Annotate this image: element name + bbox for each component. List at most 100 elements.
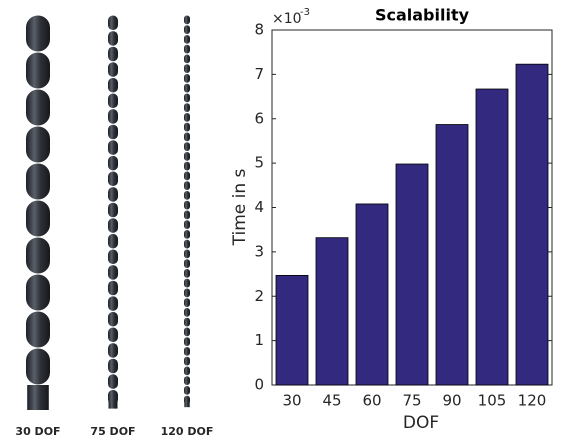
robot-base (27, 385, 49, 410)
robot-link (184, 386, 190, 395)
robot-link (184, 308, 190, 317)
robot-link (108, 109, 118, 124)
y-axis-label: Time in s (230, 168, 250, 246)
robot-link (26, 89, 50, 126)
robot-link (108, 343, 118, 358)
x-tick-label: 75 (402, 392, 421, 410)
x-tick-label: 90 (442, 392, 461, 410)
robot-link (108, 31, 118, 46)
robot-link (108, 311, 118, 327)
robot-link (184, 25, 190, 34)
robot-link (184, 317, 190, 327)
robot-link (184, 161, 190, 171)
robot-link (108, 218, 118, 233)
robot-link (184, 35, 190, 44)
x-tick-label: 60 (362, 392, 381, 410)
robot-link (184, 230, 190, 239)
robot-link (184, 83, 190, 93)
robot-link (108, 15, 118, 31)
robot-link (26, 200, 50, 237)
robot-link (108, 62, 118, 77)
robot-link (108, 389, 118, 405)
robot-link (26, 126, 50, 163)
y-tick-label: 7 (254, 65, 264, 83)
robot-link (184, 113, 190, 122)
robot-link (26, 163, 50, 200)
x-tick-label: 120 (518, 392, 547, 410)
y-tick-label: 0 (254, 376, 264, 394)
robot-link (184, 249, 190, 259)
robot-label: 75 DOF (90, 425, 135, 438)
robot-link (108, 77, 118, 93)
robot-link (184, 259, 190, 268)
robot-link (108, 46, 118, 62)
robot-link (26, 274, 50, 311)
y-tick-label: 2 (254, 287, 264, 305)
robot-base (108, 401, 118, 409)
robot-link (184, 239, 190, 249)
y-tick-label: 6 (254, 109, 264, 127)
robot-renders (26, 15, 190, 410)
robot-link (184, 347, 190, 356)
robot-link (108, 124, 118, 140)
robot-link (184, 220, 190, 229)
robot-link (108, 202, 118, 218)
robot-link (26, 348, 50, 385)
robot-link (184, 269, 190, 278)
chart-title: Scalability (375, 6, 470, 25)
robot-link (184, 278, 190, 288)
y-scale-label: ×10 (272, 11, 302, 27)
robot-link (184, 337, 190, 346)
robot-link (184, 103, 190, 112)
robot-link (184, 74, 190, 83)
y-tick-label: 1 (254, 331, 264, 349)
bar (515, 63, 549, 386)
x-axis-label: DOF (403, 413, 439, 433)
robot-link (184, 327, 190, 337)
robot-link (184, 15, 190, 25)
robot-link (108, 249, 118, 265)
robot-link (108, 171, 118, 187)
robot-link (184, 132, 190, 142)
robot-link (108, 233, 118, 249)
robot-link (184, 210, 190, 220)
robot-link (184, 171, 190, 181)
robot-label: 30 DOF (15, 425, 60, 438)
robot-link (184, 298, 190, 307)
robot-link (184, 181, 190, 190)
bar (275, 274, 309, 386)
robot-link (108, 93, 118, 109)
bar (475, 88, 509, 386)
y-tick-label: 5 (254, 154, 264, 172)
robot-link (184, 54, 190, 64)
y-tick-label: 4 (254, 198, 264, 216)
bar (435, 124, 469, 386)
robot-link (184, 288, 190, 298)
robot-link (184, 64, 190, 73)
robot-link (26, 311, 50, 348)
bar (395, 163, 429, 386)
robot-link (184, 366, 190, 376)
robot-link (184, 395, 190, 405)
x-tick-label: 45 (322, 392, 341, 410)
robot-link (184, 93, 190, 103)
x-tick-label: 105 (478, 392, 507, 410)
robot-link (184, 356, 190, 366)
robot-link (184, 44, 190, 54)
robot-link (184, 122, 190, 132)
robot-link (184, 142, 190, 151)
y-tick-label: 3 (254, 242, 264, 260)
robot-link (184, 200, 190, 210)
robot-link (108, 374, 118, 389)
x-tick-label: 30 (282, 392, 301, 410)
robot-link (108, 140, 118, 155)
robot-link (108, 265, 118, 280)
robot-link (108, 327, 118, 343)
robot-link (184, 376, 190, 385)
robot-link (26, 52, 50, 89)
robot-base (184, 402, 190, 408)
robot-link (108, 280, 118, 296)
robot-link (26, 15, 50, 52)
